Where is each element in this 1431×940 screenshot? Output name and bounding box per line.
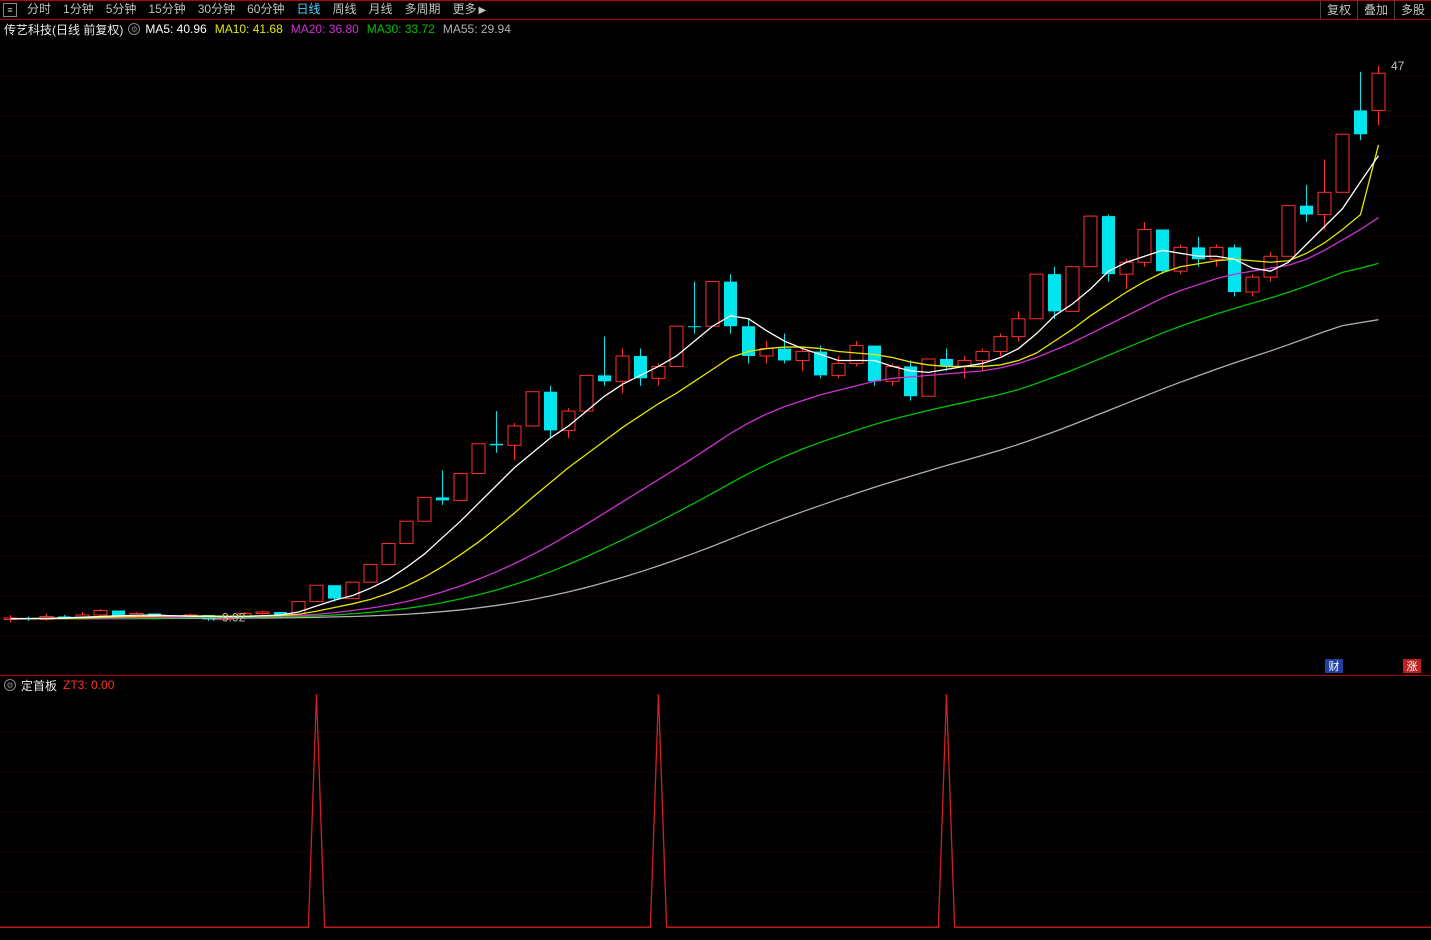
toolbar-right-buttons: 复权叠加多股 [1320, 1, 1431, 19]
toolbar-button[interactable]: 多股 [1394, 1, 1431, 19]
timeframe-tab[interactable]: 日线 [290, 2, 326, 16]
ma-legend-item: MA55: 29.94 [443, 22, 511, 36]
chart-badges: 财涨 [1325, 659, 1421, 673]
timeframe-tab[interactable]: 月线 [363, 2, 399, 16]
timeframe-tab[interactable]: 多周期 [399, 2, 447, 16]
chart-badge[interactable]: 财 [1325, 659, 1343, 673]
toolbar-menu-icon[interactable]: ≡ [3, 3, 17, 17]
ma-legend-item: MA10: 41.68 [215, 22, 283, 36]
timeframe-tab[interactable]: 分时 [21, 2, 57, 16]
indicator-value: ZT3: 0.00 [63, 678, 114, 692]
toolbar-button[interactable]: 叠加 [1357, 1, 1394, 19]
main-chart[interactable]: ←9.9247 财涨 [0, 36, 1431, 676]
chevron-right-icon: ▶ [477, 5, 487, 16]
ma-legend-item: MA20: 36.80 [291, 22, 359, 36]
timeframe-tabs: 分时1分钟5分钟15分钟30分钟60分钟日线周线月线多周期更多▶ [21, 0, 492, 20]
svg-text:←9.92: ←9.92 [210, 611, 246, 625]
timeframe-tab[interactable]: 30分钟 [192, 2, 241, 16]
indicator-chart[interactable] [0, 692, 1431, 932]
gear-icon[interactable]: ⚙ [128, 23, 140, 35]
timeframe-tab[interactable]: 1分钟 [57, 2, 100, 16]
chart-info-bar: 传艺科技(日线 前复权) ⚙ MA5: 40.96 MA10: 41.68 MA20… [0, 20, 1431, 36]
ma-legend-item: MA30: 33.72 [367, 22, 435, 36]
timeframe-toolbar: ≡ 分时1分钟5分钟15分钟30分钟60分钟日线周线月线多周期更多▶ 复权叠加多… [0, 0, 1431, 20]
timeframe-tab[interactable]: 60分钟 [241, 2, 290, 16]
gear-icon[interactable]: ⚙ [4, 679, 16, 691]
indicator-header: ⚙ 定首板 ZT3: 0.00 [0, 676, 1431, 692]
toolbar-button[interactable]: 复权 [1320, 1, 1357, 19]
indicator-name: 定首板 [21, 677, 57, 694]
ma-legend: MA5: 40.96 MA10: 41.68 MA20: 36.80 MA30: 33… [145, 22, 519, 36]
candlestick-chart-svg: ←9.92 47 [0, 36, 1431, 676]
timeframe-tab[interactable]: 5分钟 [100, 2, 143, 16]
timeframe-tab[interactable]: 更多▶ [447, 2, 493, 16]
indicator-svg [0, 692, 1431, 932]
ma-legend-item: MA5: 40.96 [145, 22, 206, 36]
stock-name: 传艺科技(日线 前复权) [4, 21, 123, 38]
timeframe-tab[interactable]: 15分钟 [142, 2, 191, 16]
svg-text:47: 47 [1391, 59, 1405, 73]
timeframe-tab[interactable]: 周线 [326, 2, 362, 16]
chart-badge[interactable]: 涨 [1403, 659, 1421, 673]
